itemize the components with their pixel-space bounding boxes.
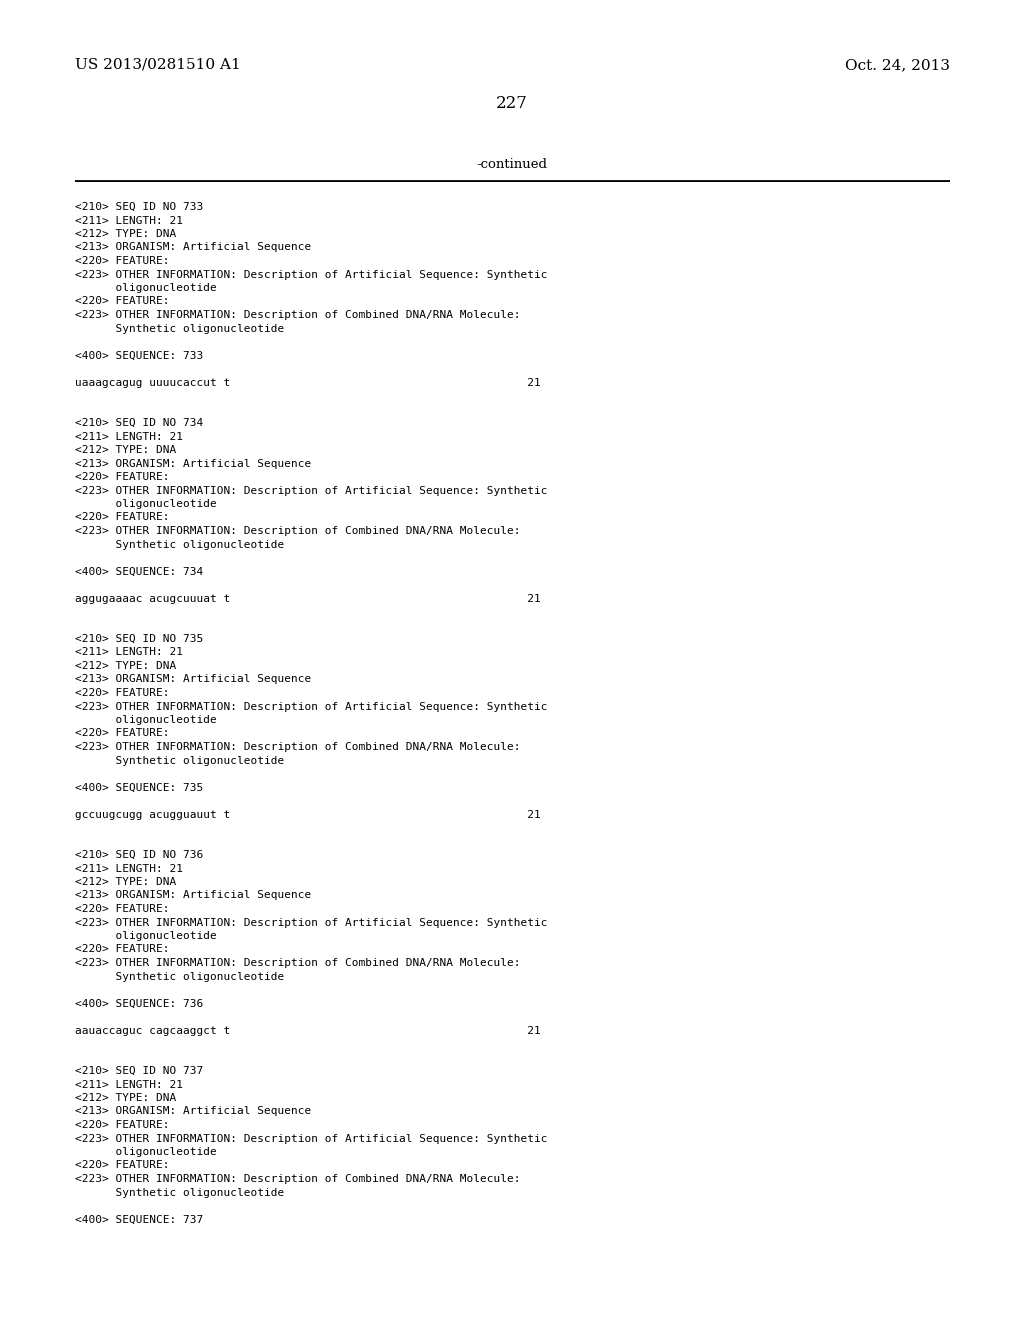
Text: uaaagcagug uuuucaccut t                                            21: uaaagcagug uuuucaccut t 21 <box>75 378 541 388</box>
Text: <220> FEATURE:: <220> FEATURE: <box>75 729 170 738</box>
Text: oligonucleotide: oligonucleotide <box>75 1147 217 1158</box>
Text: <220> FEATURE:: <220> FEATURE: <box>75 1160 170 1171</box>
Text: <210> SEQ ID NO 733: <210> SEQ ID NO 733 <box>75 202 203 213</box>
Text: <400> SEQUENCE: 734: <400> SEQUENCE: 734 <box>75 566 203 577</box>
Text: <400> SEQUENCE: 735: <400> SEQUENCE: 735 <box>75 783 203 792</box>
Text: <223> OTHER INFORMATION: Description of Artificial Sequence: Synthetic: <223> OTHER INFORMATION: Description of … <box>75 269 548 280</box>
Text: <223> OTHER INFORMATION: Description of Combined DNA/RNA Molecule:: <223> OTHER INFORMATION: Description of … <box>75 310 520 319</box>
Text: Synthetic oligonucleotide: Synthetic oligonucleotide <box>75 755 285 766</box>
Text: gccuugcugg acugguauut t                                            21: gccuugcugg acugguauut t 21 <box>75 809 541 820</box>
Text: <223> OTHER INFORMATION: Description of Combined DNA/RNA Molecule:: <223> OTHER INFORMATION: Description of … <box>75 1173 520 1184</box>
Text: <223> OTHER INFORMATION: Description of Combined DNA/RNA Molecule:: <223> OTHER INFORMATION: Description of … <box>75 958 520 968</box>
Text: <223> OTHER INFORMATION: Description of Combined DNA/RNA Molecule:: <223> OTHER INFORMATION: Description of … <box>75 525 520 536</box>
Text: <213> ORGANISM: Artificial Sequence: <213> ORGANISM: Artificial Sequence <box>75 675 311 685</box>
Text: <400> SEQUENCE: 736: <400> SEQUENCE: 736 <box>75 998 203 1008</box>
Text: <212> TYPE: DNA: <212> TYPE: DNA <box>75 661 176 671</box>
Text: <212> TYPE: DNA: <212> TYPE: DNA <box>75 228 176 239</box>
Text: oligonucleotide: oligonucleotide <box>75 931 217 941</box>
Text: <211> LENGTH: 21: <211> LENGTH: 21 <box>75 863 183 874</box>
Text: <211> LENGTH: 21: <211> LENGTH: 21 <box>75 648 183 657</box>
Text: <211> LENGTH: 21: <211> LENGTH: 21 <box>75 215 183 226</box>
Text: oligonucleotide: oligonucleotide <box>75 282 217 293</box>
Text: <211> LENGTH: 21: <211> LENGTH: 21 <box>75 1080 183 1089</box>
Text: <210> SEQ ID NO 734: <210> SEQ ID NO 734 <box>75 418 203 428</box>
Text: oligonucleotide: oligonucleotide <box>75 715 217 725</box>
Text: Synthetic oligonucleotide: Synthetic oligonucleotide <box>75 972 285 982</box>
Text: <213> ORGANISM: Artificial Sequence: <213> ORGANISM: Artificial Sequence <box>75 243 311 252</box>
Text: Synthetic oligonucleotide: Synthetic oligonucleotide <box>75 540 285 549</box>
Text: <210> SEQ ID NO 737: <210> SEQ ID NO 737 <box>75 1067 203 1076</box>
Text: aggugaaaac acugcuuuat t                                            21: aggugaaaac acugcuuuat t 21 <box>75 594 541 603</box>
Text: <400> SEQUENCE: 733: <400> SEQUENCE: 733 <box>75 351 203 360</box>
Text: <220> FEATURE:: <220> FEATURE: <box>75 256 170 267</box>
Text: 227: 227 <box>496 95 528 112</box>
Text: <223> OTHER INFORMATION: Description of Artificial Sequence: Synthetic: <223> OTHER INFORMATION: Description of … <box>75 1134 548 1143</box>
Text: <220> FEATURE:: <220> FEATURE: <box>75 512 170 523</box>
Text: <212> TYPE: DNA: <212> TYPE: DNA <box>75 445 176 455</box>
Text: Synthetic oligonucleotide: Synthetic oligonucleotide <box>75 1188 285 1197</box>
Text: Oct. 24, 2013: Oct. 24, 2013 <box>845 58 950 73</box>
Text: Synthetic oligonucleotide: Synthetic oligonucleotide <box>75 323 285 334</box>
Text: <400> SEQUENCE: 737: <400> SEQUENCE: 737 <box>75 1214 203 1225</box>
Text: -continued: -continued <box>476 158 548 172</box>
Text: <212> TYPE: DNA: <212> TYPE: DNA <box>75 876 176 887</box>
Text: aauaccaguc cagcaaggct t                                            21: aauaccaguc cagcaaggct t 21 <box>75 1026 541 1035</box>
Text: <220> FEATURE:: <220> FEATURE: <box>75 904 170 913</box>
Text: <223> OTHER INFORMATION: Description of Combined DNA/RNA Molecule:: <223> OTHER INFORMATION: Description of … <box>75 742 520 752</box>
Text: <223> OTHER INFORMATION: Description of Artificial Sequence: Synthetic: <223> OTHER INFORMATION: Description of … <box>75 486 548 495</box>
Text: <213> ORGANISM: Artificial Sequence: <213> ORGANISM: Artificial Sequence <box>75 1106 311 1117</box>
Text: oligonucleotide: oligonucleotide <box>75 499 217 510</box>
Text: <220> FEATURE:: <220> FEATURE: <box>75 688 170 698</box>
Text: <220> FEATURE:: <220> FEATURE: <box>75 473 170 482</box>
Text: <213> ORGANISM: Artificial Sequence: <213> ORGANISM: Artificial Sequence <box>75 458 311 469</box>
Text: <223> OTHER INFORMATION: Description of Artificial Sequence: Synthetic: <223> OTHER INFORMATION: Description of … <box>75 917 548 928</box>
Text: <220> FEATURE:: <220> FEATURE: <box>75 945 170 954</box>
Text: <212> TYPE: DNA: <212> TYPE: DNA <box>75 1093 176 1104</box>
Text: US 2013/0281510 A1: US 2013/0281510 A1 <box>75 58 241 73</box>
Text: <220> FEATURE:: <220> FEATURE: <box>75 297 170 306</box>
Text: <220> FEATURE:: <220> FEATURE: <box>75 1119 170 1130</box>
Text: <210> SEQ ID NO 736: <210> SEQ ID NO 736 <box>75 850 203 861</box>
Text: <223> OTHER INFORMATION: Description of Artificial Sequence: Synthetic: <223> OTHER INFORMATION: Description of … <box>75 701 548 711</box>
Text: <210> SEQ ID NO 735: <210> SEQ ID NO 735 <box>75 634 203 644</box>
Text: <211> LENGTH: 21: <211> LENGTH: 21 <box>75 432 183 441</box>
Text: <213> ORGANISM: Artificial Sequence: <213> ORGANISM: Artificial Sequence <box>75 891 311 900</box>
